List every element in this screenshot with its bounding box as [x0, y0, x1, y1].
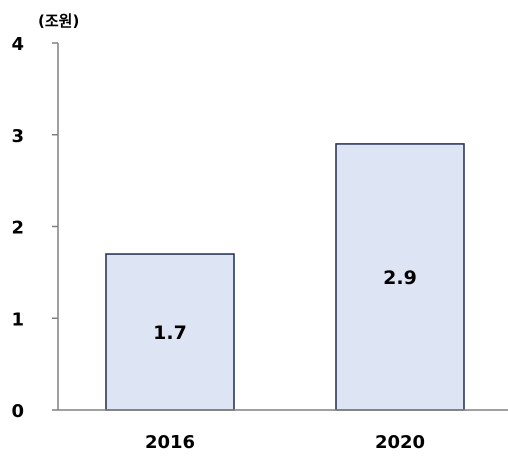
y-tick-label: 1: [11, 309, 24, 330]
x-axis-ticks: 2016 2020: [145, 432, 425, 453]
y-axis-unit-label: (조원): [38, 12, 79, 30]
x-tick-label: 2020: [375, 432, 425, 453]
bar-value-label: 2.9: [383, 267, 417, 289]
y-tick-label: 4: [11, 34, 24, 55]
bar-value-labels: 1.7 2.9: [153, 267, 417, 344]
y-axis-ticks: 0 1 2 3 4: [11, 34, 58, 422]
bars: [105, 143, 465, 411]
x-tick-label: 2016: [145, 432, 195, 453]
bar-value-label: 1.7: [153, 322, 187, 344]
y-tick-label: 2: [11, 218, 24, 239]
bar: [105, 253, 235, 411]
y-tick-label: 0: [11, 401, 24, 422]
y-tick-label: 3: [11, 126, 24, 147]
